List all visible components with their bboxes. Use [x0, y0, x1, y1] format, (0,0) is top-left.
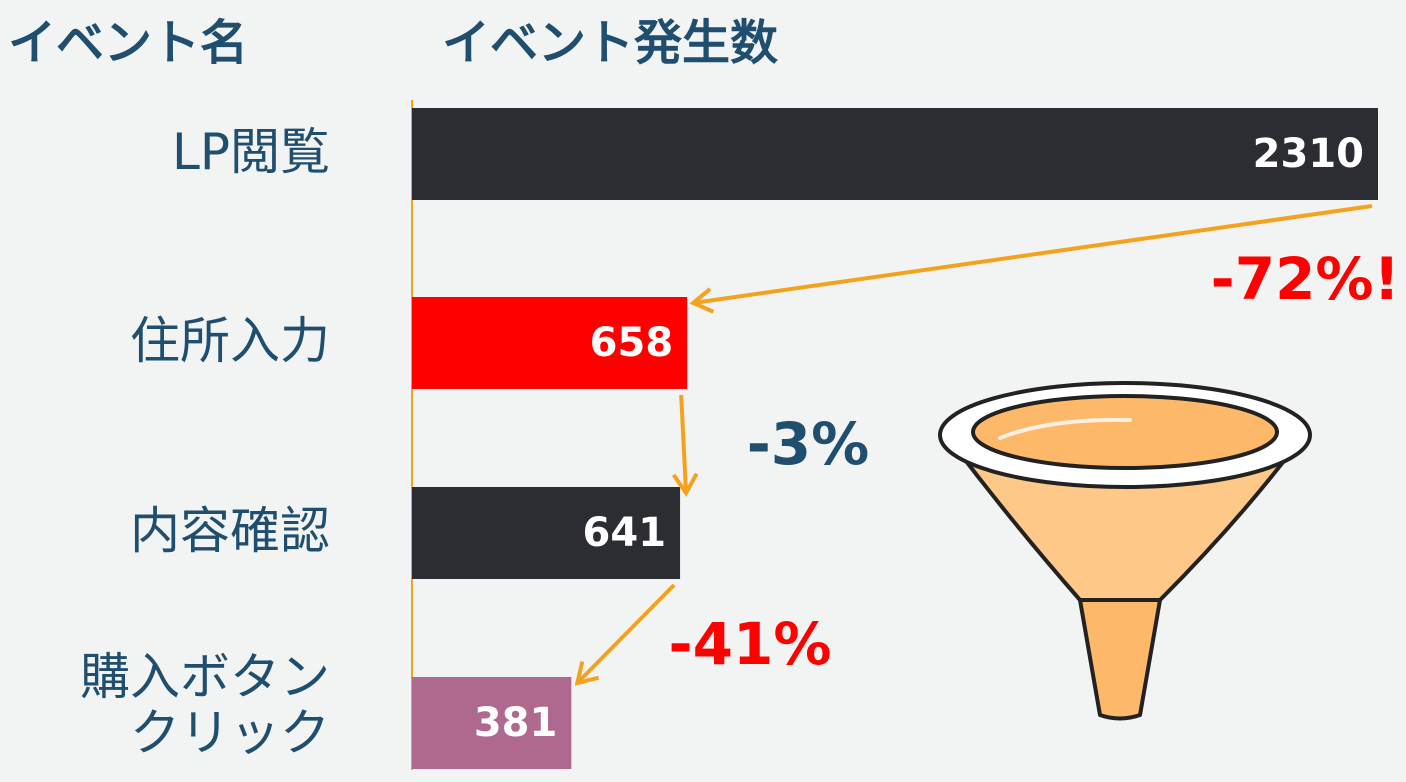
arrow-head — [671, 472, 699, 497]
value-label: 658 — [590, 320, 674, 366]
value-label: 2310 — [1253, 131, 1364, 177]
bar — [412, 487, 681, 579]
value-label: 641 — [583, 510, 667, 556]
drop-annotation: -72%! — [1211, 245, 1400, 313]
bar — [412, 297, 688, 389]
arrow — [575, 583, 676, 685]
drop-annotation: -41% — [669, 610, 832, 678]
funnel-icon — [938, 381, 1312, 721]
arrow-head — [574, 661, 600, 686]
arrow — [679, 394, 689, 494]
value-label: 381 — [474, 700, 558, 746]
value-axis-label: イベント発生数 — [442, 15, 778, 71]
category-label: 内容確認 — [130, 502, 330, 560]
bar — [412, 108, 1378, 200]
category-axis-label: イベント名 — [8, 15, 248, 71]
drop-annotation: -3% — [747, 410, 870, 478]
bar — [412, 677, 572, 769]
category-label: LP閲覧 — [171, 123, 330, 181]
arrow — [692, 204, 1373, 305]
category-label: 購入ボタンクリック — [80, 648, 330, 762]
category-label: 住所入力 — [130, 312, 330, 370]
arrow-head — [689, 287, 715, 314]
